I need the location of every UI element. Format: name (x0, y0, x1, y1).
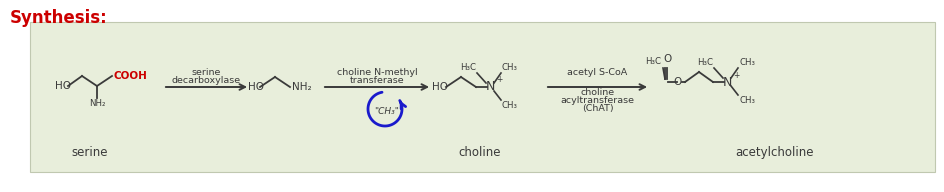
Text: CH₃: CH₃ (501, 63, 517, 72)
Text: CH₃: CH₃ (738, 58, 754, 67)
Text: N: N (485, 80, 494, 94)
Text: HO: HO (55, 81, 71, 91)
Text: acetylcholine: acetylcholine (735, 146, 814, 159)
Text: HO: HO (431, 82, 447, 92)
Text: +: + (733, 70, 738, 79)
Text: (ChAT): (ChAT) (582, 104, 613, 113)
Text: H₃C: H₃C (697, 58, 712, 67)
Text: O: O (673, 77, 682, 87)
Text: serine: serine (192, 68, 221, 77)
Text: transferase: transferase (349, 76, 404, 85)
Text: N: N (721, 75, 731, 89)
Text: acyltransferase: acyltransferase (560, 96, 633, 105)
Text: decarboxylase: decarboxylase (172, 76, 241, 85)
Text: COOH: COOH (113, 71, 146, 81)
FancyBboxPatch shape (30, 22, 934, 172)
Text: choline: choline (458, 146, 500, 159)
Text: choline N-methyl: choline N-methyl (336, 68, 417, 77)
Text: H₃C: H₃C (645, 57, 660, 66)
Text: H₃C: H₃C (460, 63, 476, 72)
Text: "CH₃": "CH₃" (374, 108, 399, 117)
Text: CH₃: CH₃ (501, 101, 517, 110)
Text: acetyl S-CoA: acetyl S-CoA (566, 68, 627, 77)
Text: serine: serine (72, 146, 109, 159)
Text: CH₃: CH₃ (738, 96, 754, 105)
Text: NH₂: NH₂ (292, 82, 312, 92)
Text: +: + (496, 75, 502, 84)
Text: NH₂: NH₂ (89, 99, 105, 108)
Text: choline: choline (580, 88, 614, 97)
Text: O: O (662, 54, 670, 64)
Text: Synthesis:: Synthesis: (10, 9, 108, 27)
Text: HO: HO (247, 82, 263, 92)
